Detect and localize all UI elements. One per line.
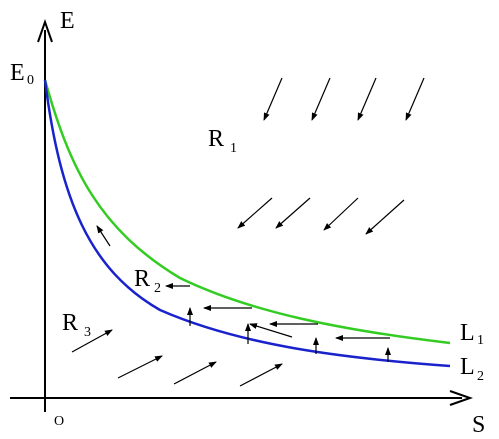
y-axis-arrow	[37, 18, 53, 43]
curve-l2	[43, 79, 451, 368]
y-axis-label: E	[60, 8, 75, 34]
e0-sub: 0	[27, 73, 34, 88]
origin-label: O	[54, 414, 64, 429]
curve-label: L	[460, 354, 475, 380]
x-axis-arrow	[449, 390, 474, 406]
curve-l1	[43, 79, 451, 345]
curve-sub: 2	[477, 369, 484, 384]
region-label: R	[208, 126, 224, 152]
curve-label: L	[460, 320, 475, 346]
region-sub: 3	[84, 325, 91, 340]
e0-label: E	[10, 60, 25, 86]
curve-sub: 1	[477, 333, 484, 348]
region-label: R	[62, 310, 78, 336]
direction-arrows	[71, 77, 425, 387]
region-sub: 1	[230, 141, 237, 156]
region-label: R	[134, 266, 150, 292]
x-axis-label: S	[472, 412, 485, 438]
region-sub: 2	[154, 281, 161, 296]
